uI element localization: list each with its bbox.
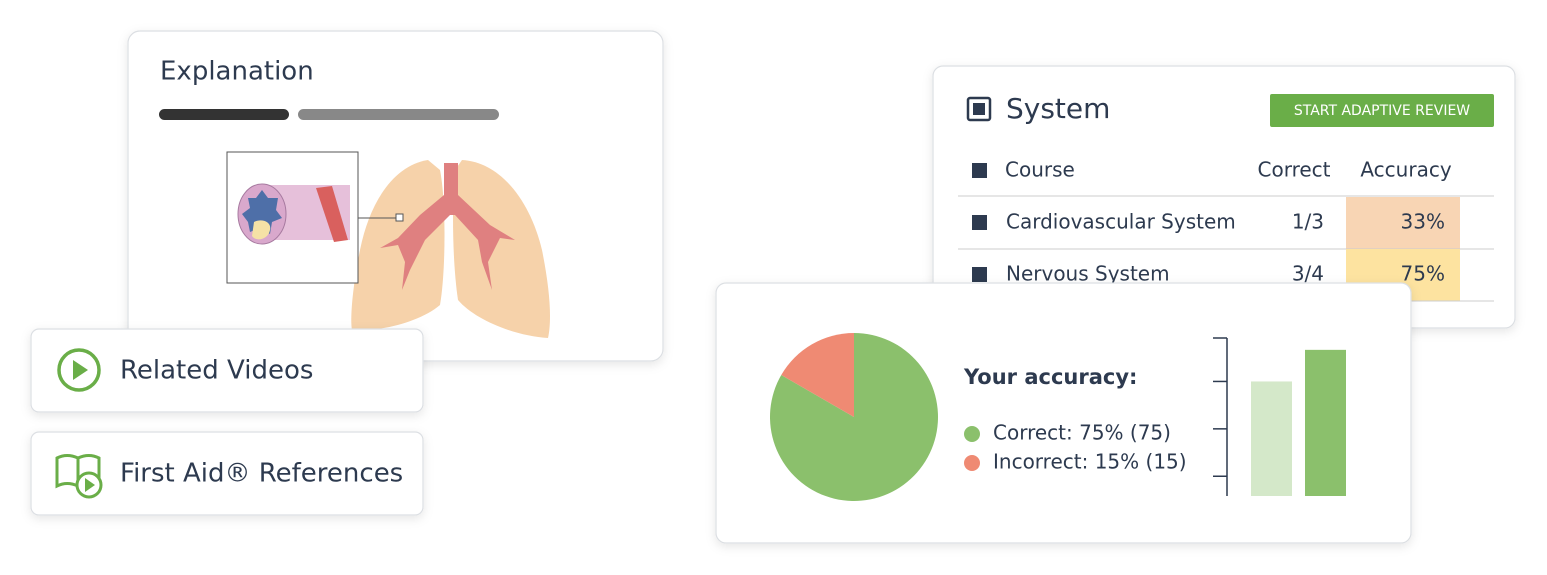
progress-dark (159, 109, 289, 120)
play-triangle (73, 360, 88, 380)
accuracy-card: Your accuracy: Correct: 75% (75) Incorrec… (715, 282, 1412, 544)
header-checkbox[interactable] (972, 163, 987, 178)
correct-count: 1/3 (1292, 210, 1324, 234)
course-name: Cardiovascular System (1006, 210, 1236, 234)
system-icon (966, 96, 992, 122)
card-bg (30, 328, 424, 413)
column-header: Course (1005, 158, 1075, 182)
accuracy-value: 33% (1401, 210, 1445, 234)
legend-label: Correct: 75% (75) (993, 421, 1171, 445)
pie-slice (769, 333, 938, 501)
legend-label: Incorrect: 15% (15) (993, 450, 1187, 474)
legend-dot (964, 426, 980, 442)
card-bg (30, 431, 424, 516)
column-header: Correct (1258, 158, 1331, 182)
play-icon (57, 348, 101, 392)
card-title: System (1006, 92, 1110, 125)
airway-muscle (316, 186, 348, 242)
row-checkbox[interactable] (972, 215, 987, 230)
inset-anchor (395, 213, 404, 222)
accuracy-value: 75% (1401, 262, 1445, 286)
first-aid-card[interactable]: First Aid® References (30, 431, 424, 516)
link-label: First Aid® References (120, 459, 403, 489)
card-title: Explanation (160, 57, 314, 87)
link-label: Related Videos (120, 356, 313, 386)
progress-light (298, 109, 499, 120)
adaptive-review-button[interactable] (1270, 94, 1494, 127)
bar (1251, 381, 1292, 496)
column-header: Accuracy (1360, 158, 1451, 182)
airway-mucosa (242, 190, 282, 234)
lung-illustration (226, 151, 550, 338)
explanation-card: Explanation (127, 30, 664, 362)
mucus (252, 220, 271, 240)
accuracy-cell (1346, 197, 1460, 249)
legend-dot (964, 455, 980, 471)
bar (1305, 349, 1346, 496)
book-play-triangle (85, 478, 95, 492)
chart-title: Your accuracy: (963, 365, 1137, 389)
row-checkbox[interactable] (972, 267, 987, 282)
right-lung (453, 160, 550, 338)
system-icon-fill (973, 103, 985, 115)
button-label: START ADAPTIVE REVIEW (1294, 103, 1470, 119)
left-lung (351, 160, 445, 331)
correct-count: 3/4 (1292, 262, 1324, 286)
bronchi (380, 163, 515, 290)
course-name: Nervous System (1006, 262, 1170, 286)
pie-slice (781, 333, 854, 417)
related-videos-card[interactable]: Related Videos (30, 328, 424, 413)
